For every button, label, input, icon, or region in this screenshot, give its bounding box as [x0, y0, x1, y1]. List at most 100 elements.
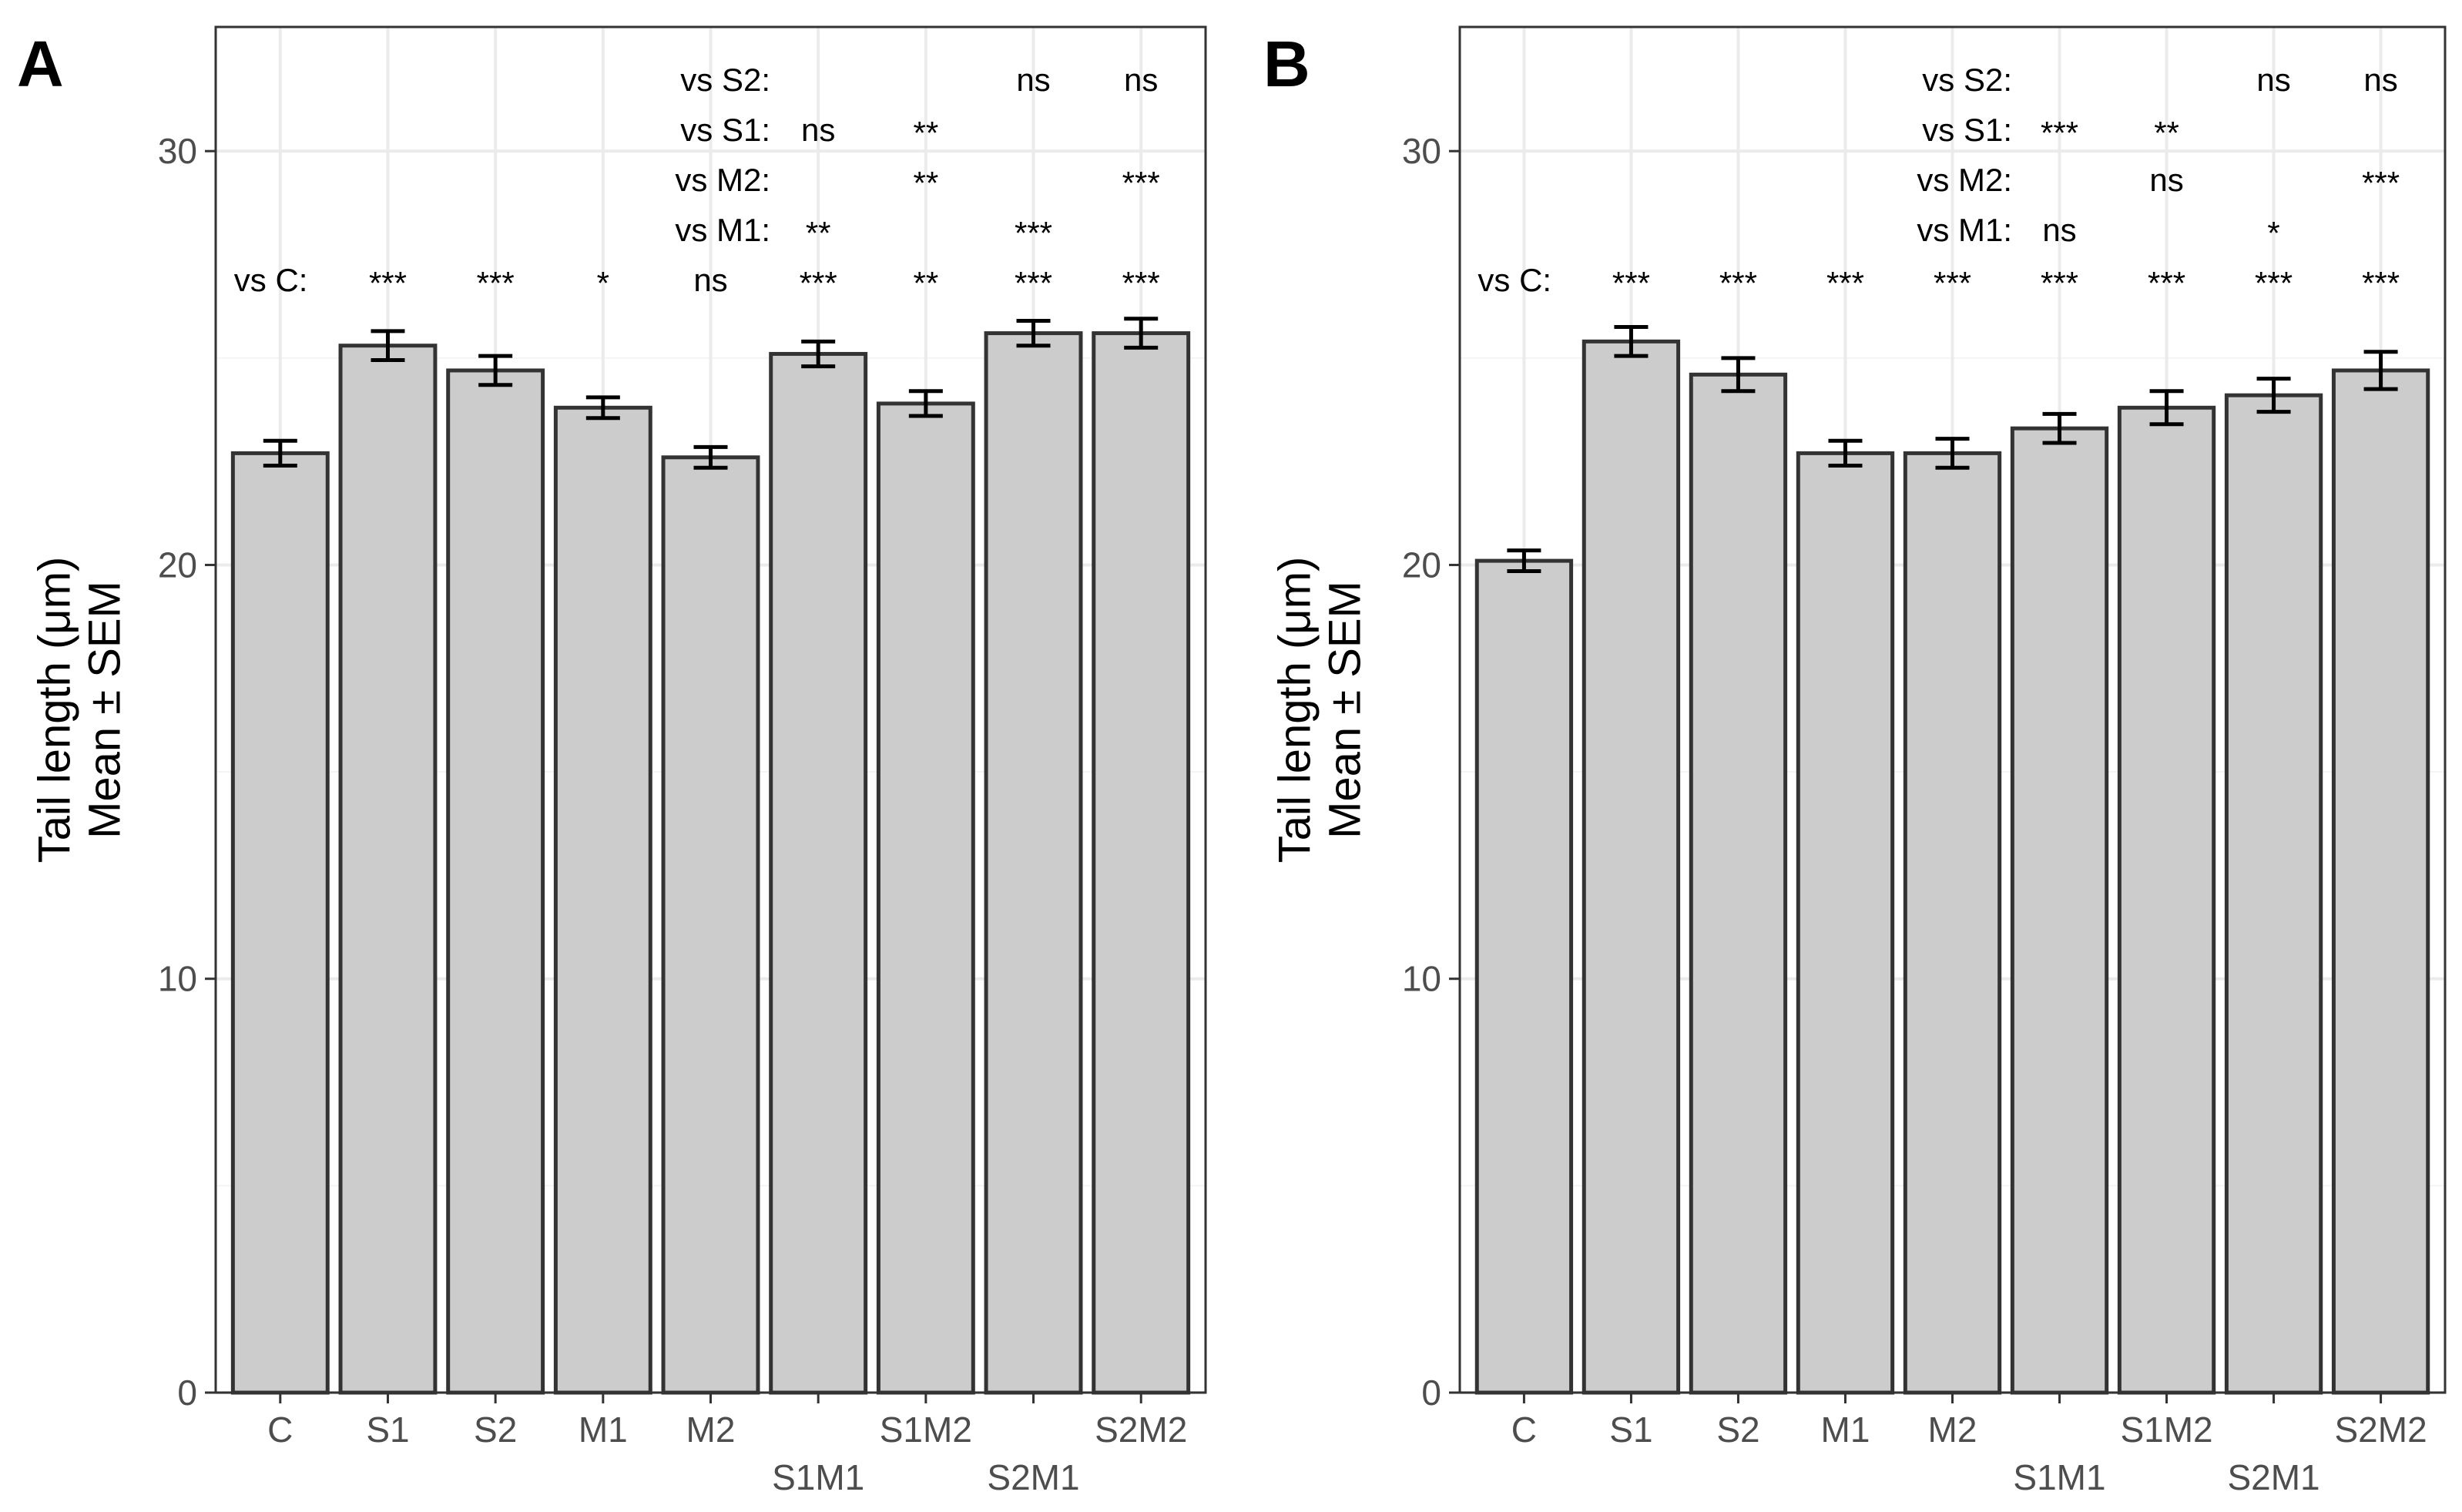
panel-b-xtick-label-s1m1: S1M1 [2013, 1457, 2105, 1497]
panel-a-xtick-label-s1m1: S1M1 [772, 1457, 864, 1497]
panel-a-sig-mark: ** [806, 215, 831, 251]
panel-a-sig-mark: *** [800, 265, 837, 301]
panel-b-sig-mark: ** [2154, 115, 2179, 151]
panel-a-sig-mark: *** [369, 265, 407, 301]
panel-b-xtick-label-s2m1: S2M1 [2227, 1457, 2319, 1497]
panel-a-bar-s1 [338, 344, 438, 1395]
panel-b-sig-mark: ns [2256, 62, 2290, 98]
panel-a-sig-mark: *** [1015, 215, 1052, 251]
panel-a-bar-s1m1 [769, 351, 868, 1395]
panel-b-ylabel-line2: Mean ± SEM [1320, 581, 1370, 839]
panel-b-bar-m2 [1903, 451, 2002, 1395]
panel-a-sig-mark: ns [693, 262, 727, 298]
panel-a-bar-s2 [446, 368, 545, 1395]
panel-a-comparison-label: vs M2: [675, 162, 770, 198]
panel-a-sig-mark: *** [477, 265, 515, 301]
panel-b-errorbar-s1m1 [2042, 411, 2077, 445]
panel-a-ytick-label: 20 [158, 545, 197, 585]
panel-b-sig-mark: *** [2362, 265, 2400, 301]
panel-a-ylabel-line1: Tail length (μm) [29, 557, 79, 863]
panel-b-xtick-label-s2: S2 [1716, 1410, 1759, 1450]
panel-a-comparison-label: vs M1: [675, 212, 770, 248]
panel-b-sig-mark: ns [2149, 162, 2183, 198]
panel-b-bar-s1 [1582, 339, 1681, 1395]
panel-a-errorbar-s2m1 [1016, 318, 1051, 348]
panel-a-sig-mark: ** [913, 165, 938, 201]
panel-a-comparison-label: vs C: [234, 262, 308, 298]
panel-b-errorbar-m1 [1828, 438, 1863, 468]
panel-b-sig-mark: ns [2042, 212, 2076, 248]
panel-a-sig-mark: *** [1122, 265, 1160, 301]
panel-a-errorbar-s1m2 [908, 389, 943, 418]
panel-b-bar-s2m1 [2224, 393, 2323, 1395]
panel-b-errorbar-s1 [1614, 325, 1649, 358]
panel-a-sig-mark: ** [913, 265, 938, 301]
panel-a-xtick-label-m2: M2 [686, 1410, 736, 1450]
panel-b-ytick-label: 30 [1402, 131, 1441, 171]
panel-b-comparison-label: vs M2: [1917, 162, 2012, 198]
panel-b-letter: B [1263, 28, 1310, 100]
panel-b-sig-mark: *** [1826, 265, 1864, 301]
panel-a-sig-mark: *** [1122, 165, 1160, 201]
panel-a-errorbar-s2m2 [1124, 317, 1159, 350]
panel-a-errorbar-s2 [478, 354, 513, 387]
panel-b-xtick-label-m1: M1 [1821, 1410, 1870, 1450]
panel-a-bar-s2m2 [1092, 331, 1191, 1395]
panel-a-errorbar-s1m1 [801, 339, 836, 369]
panel-a-errorbar-c [263, 438, 297, 468]
panel-a-bar-m1 [553, 405, 652, 1395]
panel-a-errorbar-m1 [585, 395, 620, 421]
panel-a-errorbar-m2 [693, 444, 728, 470]
panel-a-errorbar-s1 [371, 329, 405, 363]
panel-b-xtick-label-m2: M2 [1928, 1410, 1977, 1450]
panel-b-comparison-label: vs S1: [1922, 112, 2012, 148]
panel-b-comparison-label: vs C: [1478, 262, 1551, 298]
panel-b-errorbar-c [1507, 548, 1541, 574]
panel-a-ytick-label: 0 [177, 1373, 197, 1413]
panel-b-comparison-label: vs M1: [1917, 212, 2012, 248]
panel-b-xtick-label-s1m2: S1M2 [2120, 1410, 2212, 1450]
panel-b-bar-c [1474, 558, 1574, 1395]
panel-b-sig-mark: *** [2041, 115, 2078, 151]
panel-a-bar-m2 [661, 455, 760, 1395]
panel-a-comparison-label: vs S2: [680, 62, 770, 98]
panel-a-sig-mark: * [597, 265, 609, 301]
panel-b-bar-m1 [1796, 451, 1895, 1395]
panel-b-sig-mark: *** [2255, 265, 2293, 301]
panel-b-sig-mark: *** [2041, 265, 2078, 301]
panel-a-xtick-label-s2m1: S2M1 [987, 1457, 1079, 1497]
panel-b-sig-mark: *** [2362, 165, 2400, 201]
panel-a-xtick-label-s1: S1 [366, 1410, 409, 1450]
panel-b-ytick-label: 0 [1421, 1373, 1441, 1413]
panel-b-bar-s1m2 [2117, 405, 2216, 1395]
panel-b-ytick-label: 20 [1402, 545, 1441, 585]
panel-b-sig-mark: *** [1719, 265, 1757, 301]
panel-a-letter: A [17, 28, 64, 100]
panel-b-sig-mark: *** [1934, 265, 1971, 301]
panel-b-xtick-label-c: C [1511, 1410, 1537, 1450]
panel-a-bar-s2m1 [984, 331, 1083, 1395]
panel-a-sig-mark: ns [1124, 62, 1158, 98]
panel-a-xtick-label-c: C [267, 1410, 293, 1450]
panel-b-sig-mark: * [2267, 215, 2279, 251]
panel-a-sig-mark: ** [913, 115, 938, 151]
panel-b-sig-mark: ns [2363, 62, 2397, 98]
panel-a-xtick-label-s2m2: S2M2 [1095, 1410, 1187, 1450]
panel-b-ytick-label: 10 [1402, 959, 1441, 999]
panel-a-ylabel-line2: Mean ± SEM [79, 581, 129, 839]
panel-b-errorbar-s2m1 [2256, 377, 2291, 414]
panel-a-ytick-label: 30 [158, 131, 197, 171]
panel-b-sig-mark: *** [1612, 265, 1650, 301]
panel-a-sig-mark: ns [801, 112, 835, 148]
panel-b-errorbar-m2 [1935, 437, 1970, 470]
panel-b-errorbar-s2m2 [2363, 350, 2398, 391]
panel-a-sig-mark: *** [1015, 265, 1052, 301]
panel-b-bar-s2 [1689, 372, 1788, 1395]
panel-b-bar-s2m2 [2331, 368, 2430, 1395]
panel-b-bar-s1m1 [2010, 426, 2109, 1395]
panel-a-ytick-label: 10 [158, 959, 197, 999]
panel-a-xtick-label-s2: S2 [474, 1410, 517, 1450]
